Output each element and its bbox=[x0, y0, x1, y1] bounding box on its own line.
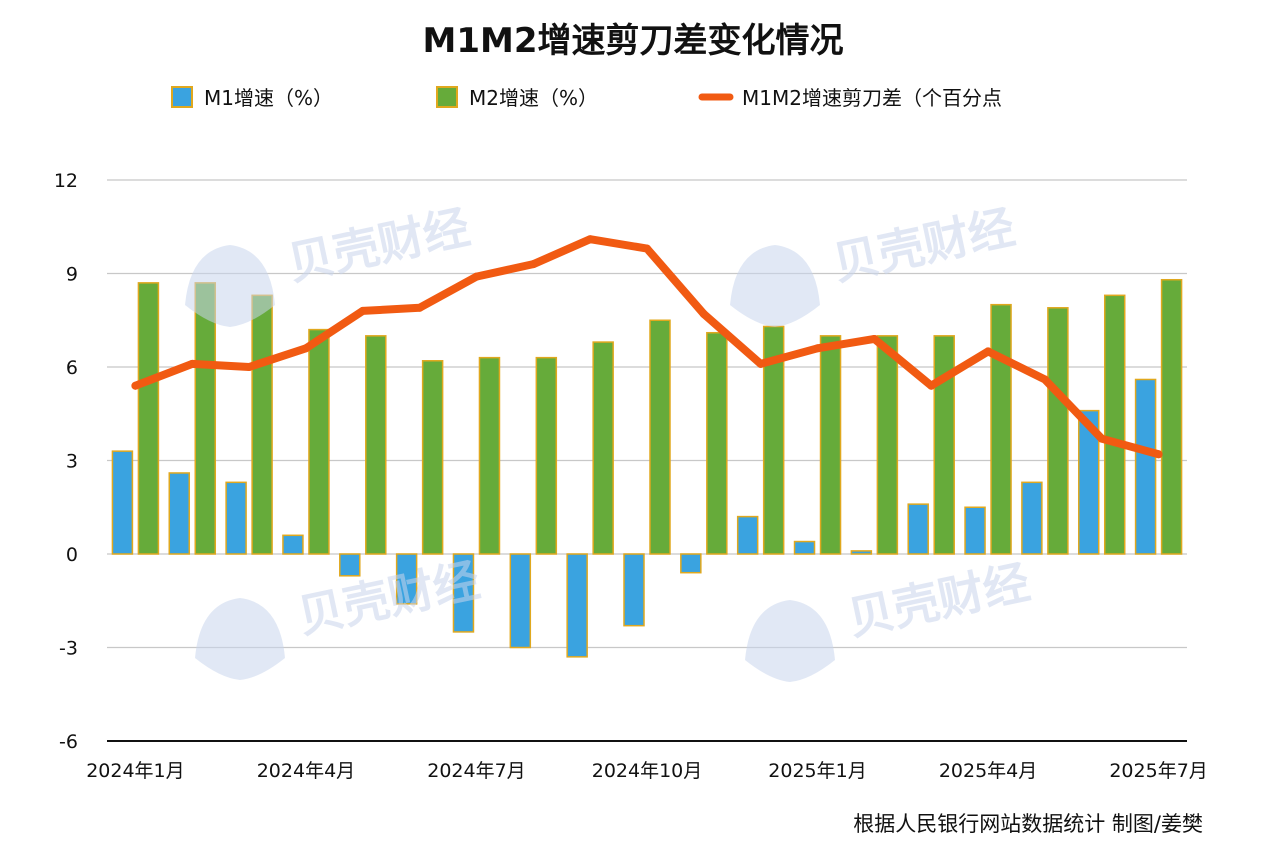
line-point-6 bbox=[472, 272, 481, 281]
bar-m1-13 bbox=[850, 550, 873, 555]
bar-m1-7 bbox=[509, 553, 532, 649]
bar-m2-6 bbox=[478, 356, 501, 555]
bar-m2-5 bbox=[421, 360, 444, 555]
bar-m1-4 bbox=[339, 553, 361, 577]
bar-m2-14 bbox=[933, 335, 955, 555]
line-point-7 bbox=[529, 260, 538, 269]
svg-text:贝壳财经: 贝壳财经 bbox=[283, 200, 474, 291]
x-tick-label-1: 2024年4月 bbox=[257, 760, 355, 782]
line-point-15 bbox=[984, 347, 993, 356]
x-tick-label-6: 2025年7月 bbox=[1109, 760, 1207, 782]
bar-m1-12 bbox=[793, 540, 816, 555]
bar-m2-1 bbox=[194, 282, 217, 555]
bar-m1-2 bbox=[225, 481, 247, 555]
bar-m1-8 bbox=[566, 553, 588, 658]
line-point-0 bbox=[131, 381, 140, 390]
svg-text:贝壳财经: 贝壳财经 bbox=[828, 200, 1019, 291]
line-point-5 bbox=[415, 303, 424, 312]
line-point-2 bbox=[245, 363, 254, 371]
legend-label-gap: M1M2增速剪刀差（个百分点 bbox=[742, 86, 1002, 110]
legend: M1增速（%） M2增速（%） M1M2增速剪刀差（个百分点 bbox=[171, 86, 1002, 110]
line-point-3 bbox=[301, 344, 310, 353]
y-tick-label-0: 12 bbox=[54, 170, 78, 192]
y-axis-ticks: 12 9 6 3 0 -3 -6 bbox=[54, 170, 78, 753]
bar-m2-10 bbox=[706, 331, 728, 555]
y-tick-label-3: 3 bbox=[66, 451, 78, 473]
y-tick-label-5: -3 bbox=[59, 638, 78, 660]
bar-m2-4 bbox=[365, 335, 387, 555]
x-tick-label-3: 2024年10月 bbox=[592, 760, 703, 782]
legend-label-m2: M2增速（%） bbox=[469, 86, 598, 110]
line-point-4 bbox=[358, 306, 367, 315]
bar-m2-8 bbox=[592, 341, 614, 555]
bar-m2-3 bbox=[308, 328, 330, 555]
line-point-18 bbox=[1154, 450, 1163, 459]
shell-logo-icon bbox=[730, 245, 820, 327]
bar-m1-3 bbox=[282, 534, 304, 555]
line-point-12 bbox=[813, 344, 822, 353]
line-point-10 bbox=[699, 310, 708, 319]
line-point-11 bbox=[756, 359, 765, 368]
bar-m2-18 bbox=[1160, 278, 1183, 555]
x-tick-label-0: 2024年1月 bbox=[86, 760, 184, 782]
bar-m2-15 bbox=[990, 303, 1012, 555]
bar-m2-7 bbox=[535, 356, 558, 555]
bar-m2-9 bbox=[649, 319, 671, 555]
bar-m1-11 bbox=[736, 515, 759, 555]
line-point-17 bbox=[1097, 434, 1106, 443]
bar-m1-16 bbox=[1021, 481, 1043, 555]
bar-m2-2 bbox=[251, 294, 273, 555]
x-tick-label-4: 2025年1月 bbox=[768, 760, 866, 782]
line-point-9 bbox=[643, 244, 651, 253]
legend-label-m1: M1增速（%） bbox=[204, 86, 333, 110]
shell-logo-icon bbox=[195, 598, 285, 680]
source-note: 根据人民银行网站数据统计 制图/姜樊 bbox=[853, 812, 1203, 836]
legend-swatch-m2 bbox=[436, 86, 458, 108]
watermark-1: 贝壳财经 bbox=[185, 200, 474, 327]
line-point-16 bbox=[1040, 375, 1049, 384]
x-tick-label-5: 2025年4月 bbox=[939, 760, 1037, 782]
bar-m1-1 bbox=[168, 472, 191, 555]
bar-m1-14 bbox=[907, 503, 929, 555]
bar-m2-13 bbox=[876, 335, 899, 555]
chart-title: M1M2增速剪刀差变化情况 bbox=[423, 21, 844, 61]
line-series bbox=[131, 235, 1163, 459]
bar-m1-5 bbox=[395, 553, 418, 605]
y-tick-label-1: 9 bbox=[66, 264, 78, 286]
svg-text:贝壳财经: 贝壳财经 bbox=[843, 555, 1034, 646]
bar-m2-0 bbox=[137, 282, 160, 555]
line-point-1 bbox=[188, 359, 197, 368]
line-point-13 bbox=[870, 334, 879, 343]
x-tick-label-2: 2024年7月 bbox=[427, 760, 525, 782]
shell-logo-icon bbox=[185, 245, 275, 327]
legend-swatch-m1 bbox=[171, 86, 193, 108]
bar-m1-10 bbox=[680, 553, 702, 574]
y-tick-label-6: -6 bbox=[59, 731, 78, 753]
y-tick-label-4: 0 bbox=[66, 544, 78, 566]
bar-m1-9 bbox=[623, 553, 645, 627]
line-point-14 bbox=[927, 381, 936, 390]
bar-m2-17 bbox=[1103, 294, 1126, 555]
bar-m2-12 bbox=[819, 335, 842, 555]
x-axis-ticks: 2024年1月 2024年4月 2024年7月 2024年10月 2025年1月 2025… bbox=[86, 760, 1208, 782]
bar-m2-16 bbox=[1047, 307, 1069, 555]
bar-m1-0 bbox=[111, 450, 134, 555]
watermark-2: 贝壳财经 bbox=[730, 200, 1019, 327]
line-point-8 bbox=[586, 235, 595, 244]
watermark-4: 贝壳财经 bbox=[745, 555, 1034, 682]
shell-logo-icon bbox=[745, 600, 835, 682]
bar-m1-17 bbox=[1077, 409, 1100, 555]
bar-marks bbox=[111, 278, 1183, 658]
bar-m1-6 bbox=[452, 553, 475, 633]
bar-m1-15 bbox=[964, 506, 986, 555]
bar-m1-18 bbox=[1134, 378, 1157, 555]
y-tick-label-2: 6 bbox=[66, 357, 78, 379]
